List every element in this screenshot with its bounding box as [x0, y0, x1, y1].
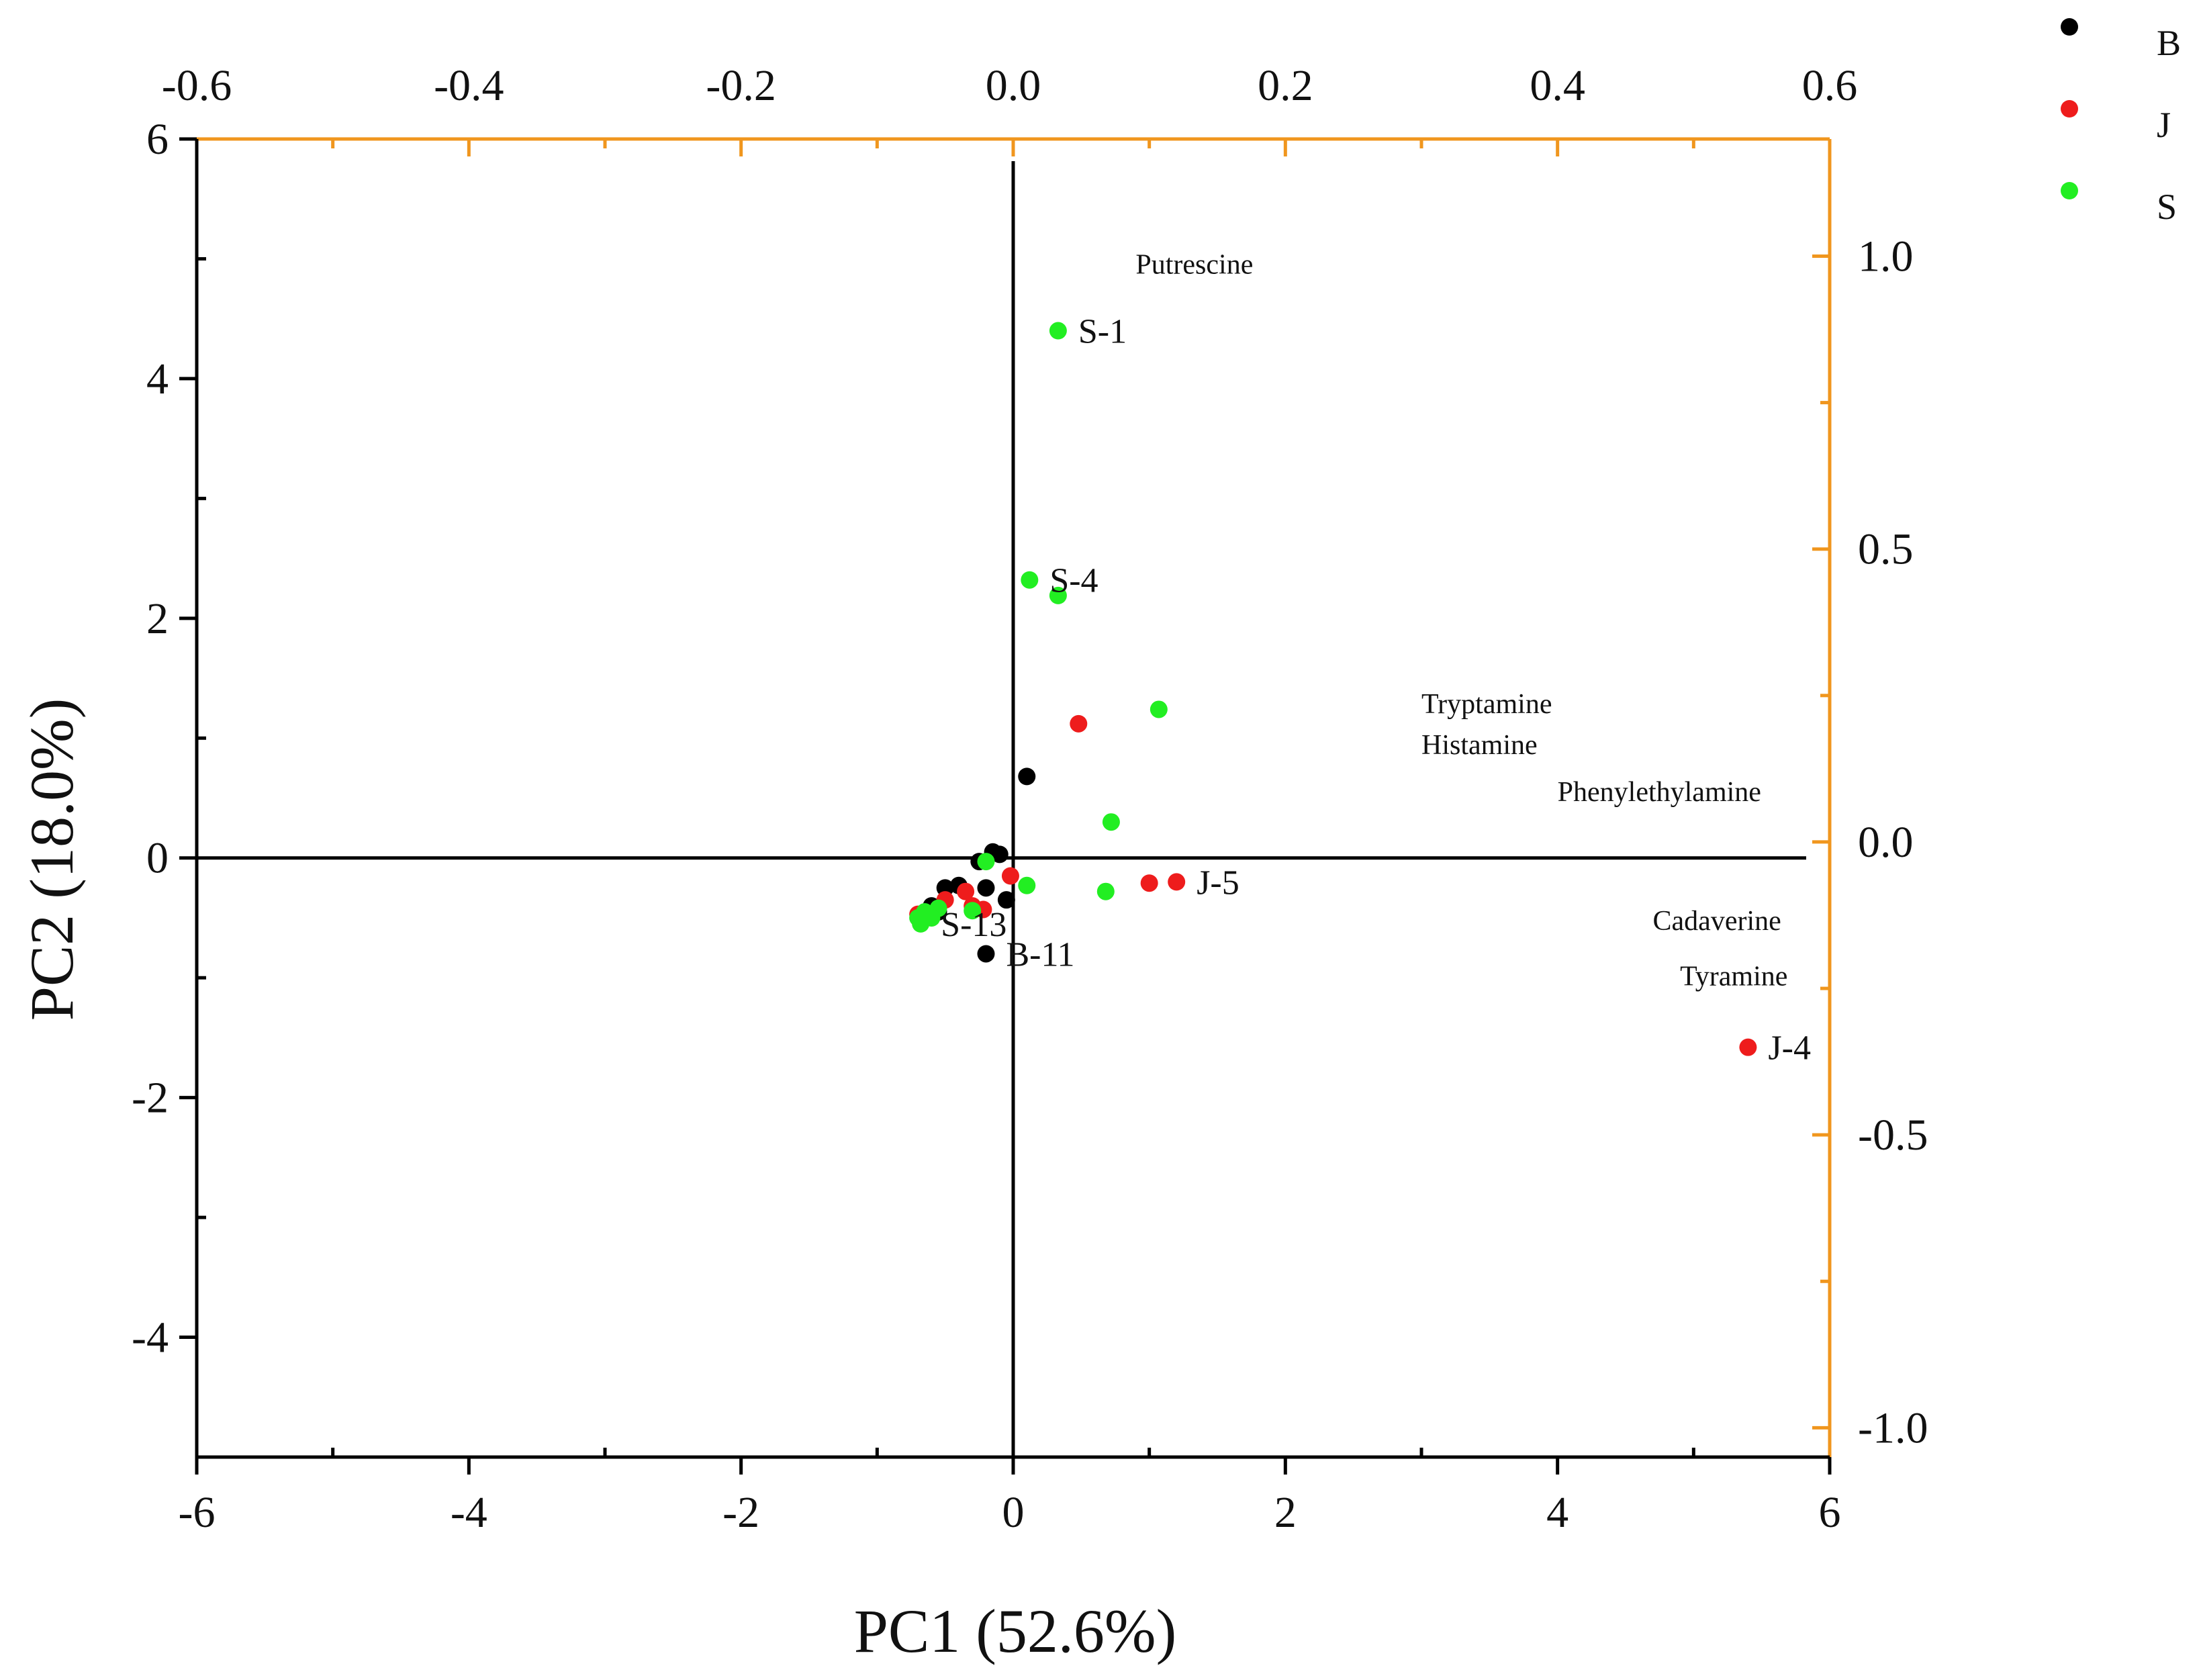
point-S: [1021, 571, 1039, 589]
x-tick-label: 4: [1546, 1488, 1568, 1537]
point-S: [1018, 876, 1036, 894]
x-axis-title: PC1 (52.6%): [854, 1597, 1176, 1665]
series-S: [909, 322, 1168, 933]
point-J: [1140, 874, 1158, 892]
top-tick-label: 0.4: [1530, 61, 1585, 110]
variable-label: Cadaverine: [1653, 906, 1781, 937]
y-tick-label: 4: [146, 355, 169, 404]
point-S: [1150, 700, 1168, 718]
point-S: [1049, 322, 1067, 340]
sample-label: J-4: [1768, 1029, 1811, 1068]
sample-label: J-5: [1197, 864, 1239, 902]
point-J: [1001, 867, 1019, 885]
legend-marker-B: [2061, 18, 2078, 36]
point-J: [1739, 1038, 1757, 1056]
y-tick-label: -2: [132, 1074, 169, 1123]
sample-label: S-4: [1049, 562, 1098, 600]
variable-label: Tyramine: [1680, 962, 1787, 992]
point-S: [964, 902, 982, 920]
right-tick-label: -1.0: [1858, 1403, 1928, 1452]
loading-axes: -0.6 -0.4 -0.2 0.0 0.2 0.4 0.6 -1.0 -0.5 0.0 0.5 1.…: [162, 61, 1928, 1457]
right-tick-label: 1.0: [1858, 232, 1914, 281]
point-S: [1102, 813, 1120, 831]
legend-label-J: J: [2157, 105, 2171, 145]
legend-marker-S: [2061, 182, 2078, 199]
point-J: [957, 882, 975, 900]
point-S: [1049, 586, 1067, 604]
right-tick-label: 0.5: [1858, 525, 1914, 574]
legend-label-B: B: [2157, 23, 2181, 63]
right-tick-label: 0.0: [1858, 818, 1914, 867]
legend-label-S: S: [2157, 187, 2177, 227]
score-axes: -6 -4 -2 0 2 4 6 -4 -2 0 2 4 6: [132, 115, 1840, 1537]
right-tick-label: -0.5: [1858, 1111, 1928, 1160]
top-tick-label: -0.4: [434, 61, 504, 110]
reference-lines: [197, 161, 1806, 1457]
variable-label: Putrescine: [1135, 250, 1253, 281]
point-B: [997, 891, 1015, 909]
x-tick-label: 0: [1002, 1488, 1025, 1537]
y-tick-label: -4: [132, 1313, 169, 1362]
legend: B J S: [2061, 18, 2181, 227]
top-tick-label: 0.6: [1802, 61, 1858, 110]
point-S: [909, 908, 927, 927]
point-S: [1096, 882, 1115, 900]
point-labels: S-1 S-4 J-5 J-4 S-13B-11 Putrescine Tryptamine…: [941, 250, 1811, 1068]
top-tick-label: 0.2: [1258, 61, 1313, 110]
y-axis-title: PC2 (18.0%): [17, 698, 86, 1021]
x-tick-label: 2: [1274, 1488, 1297, 1537]
y-tick-label: 0: [146, 834, 169, 883]
x-tick-label: -4: [451, 1488, 487, 1537]
x-tick-label: -6: [179, 1488, 216, 1537]
point-B: [936, 879, 954, 897]
sample-label: S-13: [941, 906, 1006, 944]
point-B: [1018, 767, 1036, 786]
point-J: [1070, 714, 1088, 733]
point-S: [977, 853, 995, 871]
top-tick-label: 0.0: [986, 61, 1041, 110]
variable-label: Tryptamine: [1421, 689, 1552, 720]
x-tick-label: 6: [1819, 1488, 1841, 1537]
variable-label: Histamine: [1421, 730, 1538, 761]
series-J: [909, 714, 1757, 1056]
y-tick-label: 6: [146, 115, 169, 164]
variable-label: Phenylethylamine: [1558, 777, 1761, 808]
legend-marker-J: [2061, 100, 2078, 118]
point-J: [1168, 873, 1186, 891]
sample-label: S-1: [1078, 313, 1127, 351]
point-B: [977, 879, 995, 897]
point-B: [977, 945, 995, 963]
x-tick-label: -2: [722, 1488, 759, 1537]
top-tick-label: -0.6: [162, 61, 232, 110]
point-B: [990, 845, 1009, 864]
y-tick-label: 2: [146, 594, 169, 643]
score-points: [909, 322, 1757, 1056]
top-tick-label: -0.2: [706, 61, 776, 110]
sample-label: B-11: [1006, 935, 1074, 974]
